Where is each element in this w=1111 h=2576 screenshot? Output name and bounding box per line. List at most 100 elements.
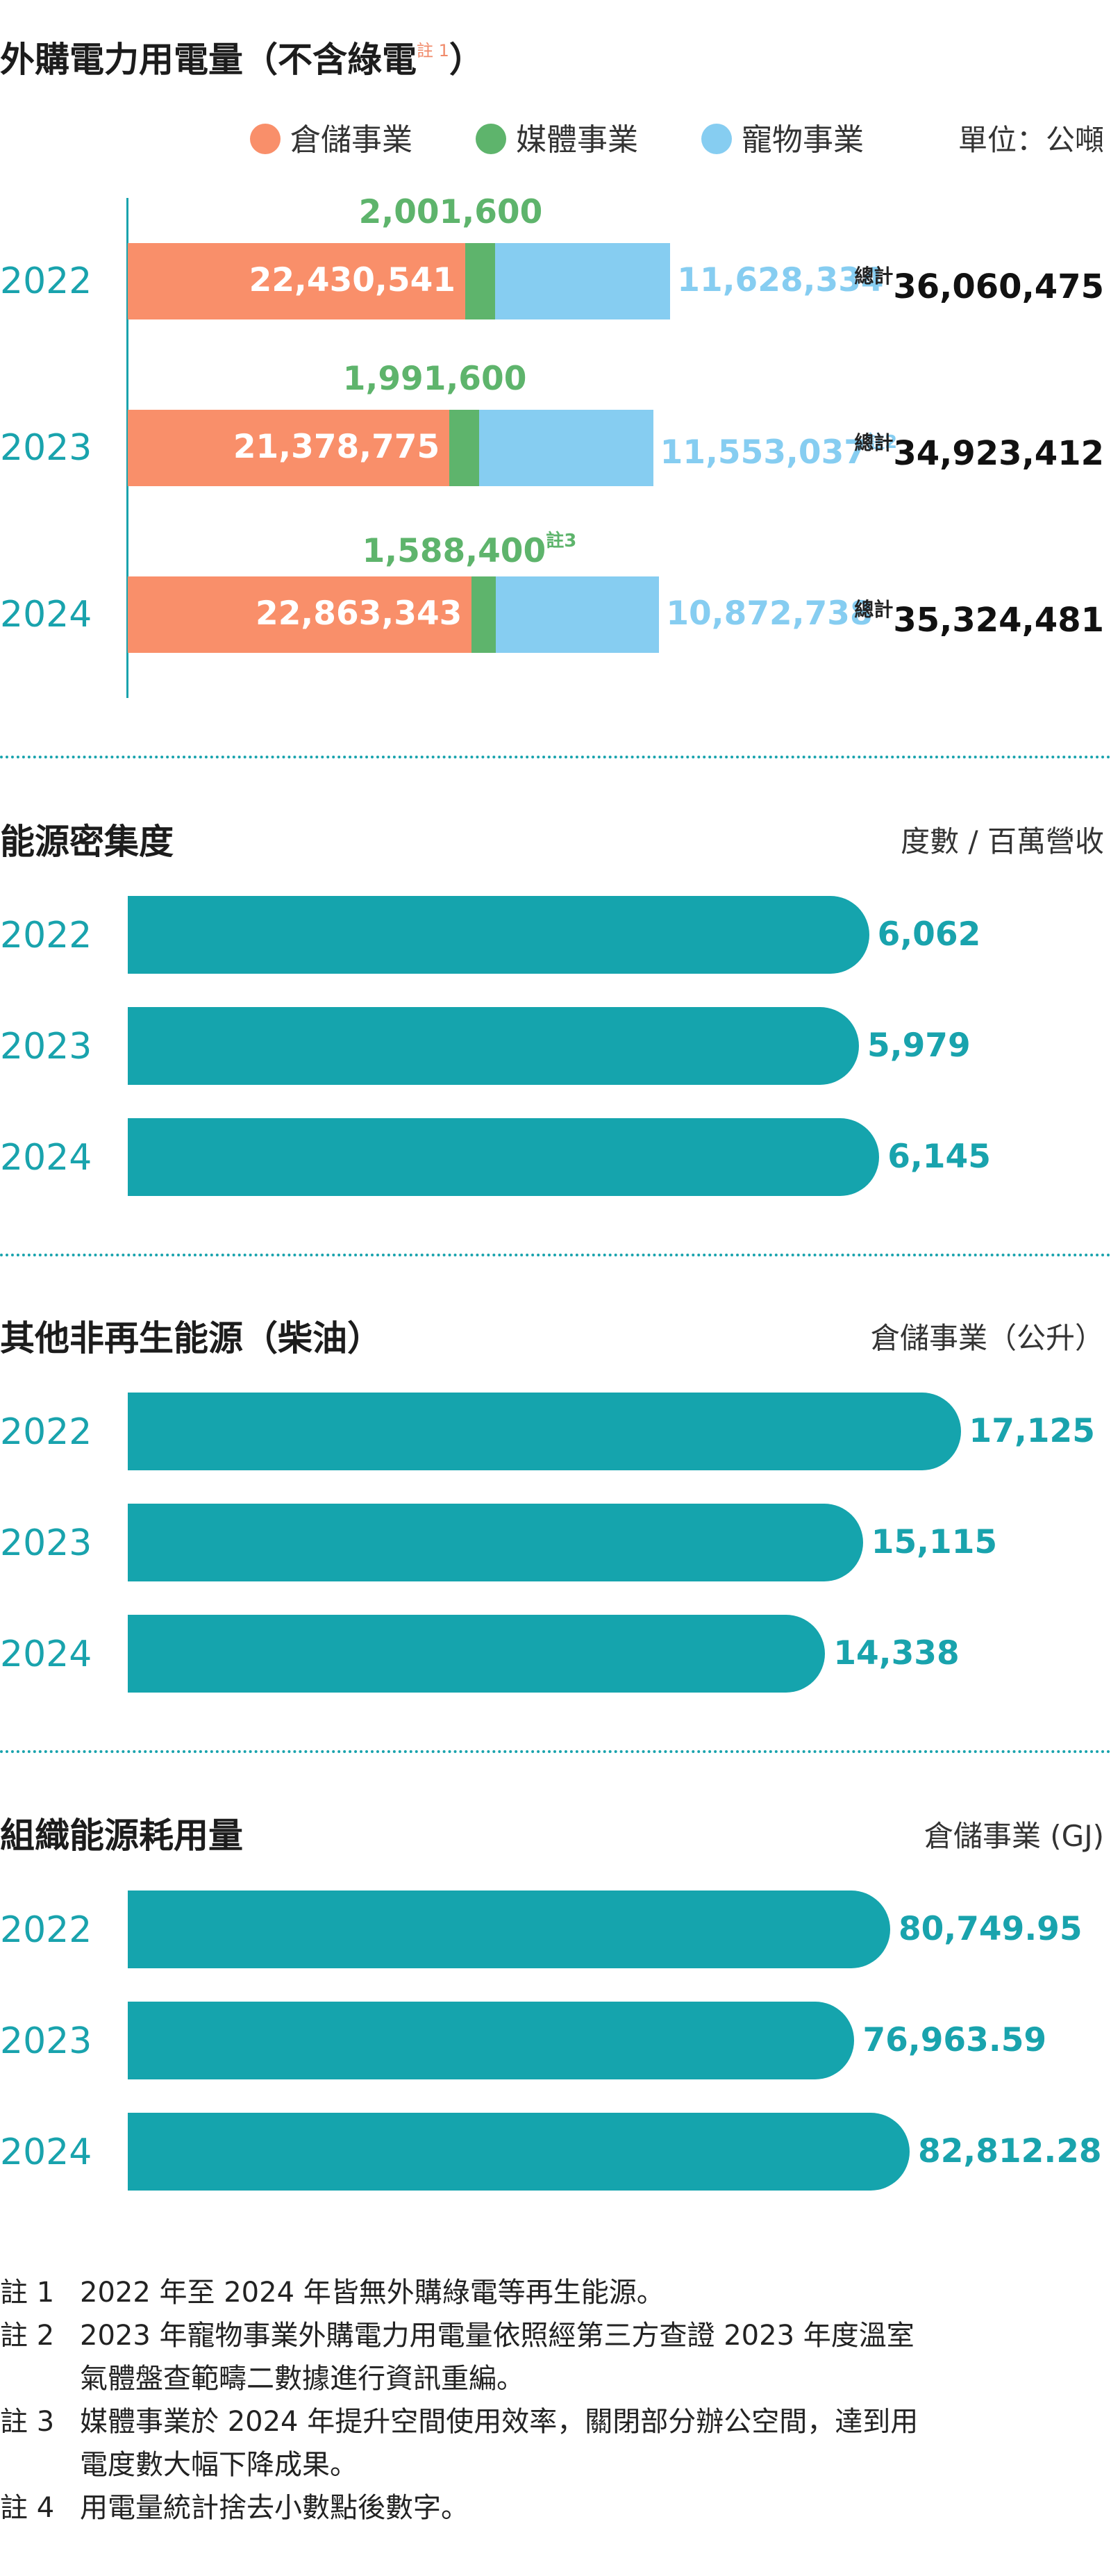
legend-label-media: 媒體事業 (516, 122, 638, 158)
bar-label-media: 1,991,600 (343, 360, 527, 398)
legend-swatch-media (476, 124, 506, 154)
bar-segment-pet (495, 576, 660, 653)
bar-label-pet: 11,553,037註2 (660, 428, 897, 472)
year-label: 2024 (0, 2132, 92, 2173)
chart3-unit: 倉儲事業（公升） (870, 1321, 1104, 1355)
bar-label-storage: 22,430,541 (249, 261, 456, 299)
year-label: 2022 (0, 1411, 92, 1453)
bar-total-label: 總計 (854, 265, 894, 288)
footnote-3: 註 3 媒體事業於 2024 年提升空間使用效率，關閉部分辦公空間，達到用 (0, 2400, 1111, 2443)
bar-label-media-value: 2,001,600 (358, 193, 543, 231)
bar-segment-pet (495, 243, 671, 319)
legend-label-pet: 寵物事業 (742, 122, 864, 158)
bar-total: 總計35,324,481 (854, 595, 1104, 640)
footnote-number: 註 1 (0, 2277, 55, 2309)
footnote-3-cont: 電度數大幅下降成果。 (80, 2449, 358, 2481)
bar-total-label: 總計 (854, 431, 894, 454)
bar-segment-storage (128, 410, 450, 486)
section-divider (0, 756, 1111, 758)
footnote-number: 註 2 (0, 2320, 55, 2352)
chart1-axis-line (126, 198, 128, 698)
footnote-1: 註 1 2022 年至 2024 年皆無外購綠電等再生能源。 (0, 2271, 1111, 2314)
year-label: 2023 (0, 427, 92, 469)
legend-storage: 倉儲事業 (250, 115, 412, 159)
chart1-title-text: 外購電力用電量（不含綠電 (0, 40, 417, 80)
footnote-4: 註 4 用電量統計捨去小數點後數字。 (0, 2486, 1111, 2529)
chart1-title: 外購電力用電量（不含綠電註 1） (0, 32, 484, 82)
year-label: 2022 (0, 260, 92, 302)
footnote-2: 註 2 2023 年寵物事業外購電力用電量依照經第三方查證 2023 年度溫室 (0, 2314, 1111, 2357)
bar (128, 2002, 855, 2079)
bar-value-label: 6,062 (877, 915, 981, 954)
bar-total-label: 總計 (854, 598, 894, 621)
legend-pet: 寵物事業 (701, 115, 864, 159)
bar-segment-media (465, 243, 496, 319)
chart2-title: 能源密集度 (0, 822, 174, 862)
footnotes: 註 1 2022 年至 2024 年皆無外購綠電等再生能源。 註 2 2023 年寵… (0, 2271, 1111, 2529)
year-label: 2023 (0, 2020, 92, 2062)
bar-label-pet-note: 註2 (867, 432, 898, 453)
footnote-text: 2023 年寵物事業外購電力用電量依照經第三方查證 2023 年度溫室 (80, 2320, 914, 2352)
section-divider (0, 1750, 1111, 1753)
bar-value-label: 6,145 (887, 1138, 991, 1176)
year-label: 2023 (0, 1522, 92, 1564)
footnote-2-cont: 氣體盤查範疇二數據進行資訊重編。 (80, 2363, 524, 2395)
year-label: 2022 (0, 1909, 92, 1951)
chart2-unit: 度數 / 百萬營收 (901, 824, 1104, 858)
bar-value-label: 5,979 (867, 1027, 971, 1065)
bar-label-storage: 21,378,775 (233, 428, 440, 466)
bar-value-label: 80,749.95 (898, 1910, 1083, 1948)
bar-segment-pet (479, 410, 653, 486)
legend-label-storage: 倉儲事業 (290, 122, 412, 158)
bar (128, 1504, 863, 1581)
bar-value-label: 17,125 (969, 1412, 1095, 1450)
footnote-text: 媒體事業於 2024 年提升空間使用效率，關閉部分辦公空間，達到用 (80, 2406, 919, 2438)
footnote-number: 註 4 (0, 2492, 55, 2524)
bar-total-value: 34,923,412 (893, 434, 1104, 473)
bar-label-pet-value: 10,872,738 (666, 595, 873, 633)
footnote-text: 2022 年至 2024 年皆無外購綠電等再生能源。 (80, 2277, 665, 2309)
bar-segment-storage (128, 576, 472, 653)
bar-label-pet: 10,872,738 (666, 595, 872, 633)
bar-value-label: 15,115 (871, 1523, 998, 1561)
bar-label-media: 2,001,600 (359, 193, 543, 231)
year-label: 2023 (0, 1026, 92, 1067)
bar (128, 1615, 826, 1693)
bar-value-label: 82,812.28 (918, 2132, 1102, 2170)
bar-label-storage: 22,863,343 (256, 595, 462, 633)
bar (128, 2113, 910, 2191)
bar-label-media-value: 1,991,600 (342, 360, 527, 398)
bar (128, 1393, 961, 1470)
bar (128, 1891, 890, 1968)
bar-label-pet: 11,628,334 (677, 261, 883, 299)
bar-total-value: 35,324,481 (893, 601, 1104, 640)
footnote-number: 註 3 (0, 2406, 55, 2438)
bar-label-pet-value: 11,628,334 (677, 261, 884, 299)
bar-total-value: 36,060,475 (893, 267, 1104, 306)
bar-total: 總計36,060,475 (854, 261, 1104, 306)
year-label: 2022 (0, 915, 92, 956)
bar (128, 896, 869, 974)
bar-segment-storage (128, 243, 465, 319)
bar-value-label: 76,963.59 (862, 2021, 1047, 2059)
chart1-title-close: ） (449, 40, 484, 80)
year-label: 2024 (0, 594, 92, 635)
year-label: 2024 (0, 1634, 92, 1675)
bar (128, 1007, 860, 1085)
bar (128, 1118, 880, 1196)
bar-label-media: 1,588,400註3 (362, 526, 577, 570)
bar-label-media-note: 註3 (546, 531, 577, 551)
chart4-unit: 倉儲事業 (GJ) (924, 1819, 1104, 1853)
chart1-unit: 單位：公噸 (958, 123, 1104, 157)
chart1-title-note: 註 1 (417, 41, 449, 60)
year-label: 2024 (0, 1137, 92, 1179)
legend-media: 媒體事業 (476, 115, 638, 159)
bar-value-label: 14,338 (833, 1634, 960, 1672)
legend-swatch-pet (701, 124, 732, 154)
legend-swatch-storage (250, 124, 281, 154)
bar-label-pet-value: 11,553,037 (660, 433, 867, 472)
bar-segment-media (449, 410, 480, 486)
bar-segment-media (471, 576, 496, 653)
footnote-text: 用電量統計捨去小數點後數字。 (80, 2492, 469, 2524)
chart4-title: 組織能源耗用量 (0, 1815, 243, 1856)
